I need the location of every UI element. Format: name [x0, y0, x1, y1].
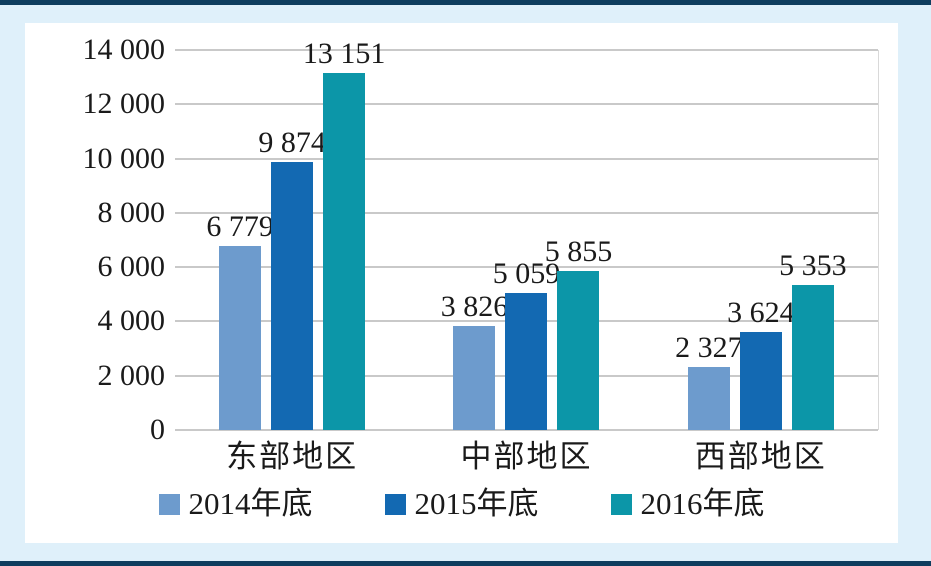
- legend-label: 2014年底: [188, 486, 313, 521]
- bar-value-label: 2 327: [675, 331, 743, 364]
- bar-value-label: 9 874: [258, 126, 326, 159]
- y-tick-label: 2 000: [97, 358, 166, 392]
- category-label: 东部地区: [226, 439, 359, 474]
- legend-swatch-icon: [384, 493, 406, 515]
- legend-label: 2015年底: [414, 486, 539, 521]
- legend-swatch-icon: [610, 493, 632, 515]
- gridline: [175, 266, 878, 269]
- y-tick-label: 12 000: [82, 87, 166, 121]
- legend-item: 2014年底: [158, 486, 313, 521]
- bar-group: 2 327 3 624 5 353: [644, 50, 878, 430]
- bar: 5 855: [545, 236, 612, 430]
- y-tick-label: 0: [150, 413, 165, 446]
- y-tick-label: 14 000: [82, 33, 166, 66]
- bar: 9 874: [258, 127, 326, 430]
- bar: 5 353: [779, 250, 847, 430]
- y-axis: 0 2 000 4 000 6 000 8 000 10 000 12 000 14 000: [25, 34, 166, 446]
- bottom-border-rule: [0, 561, 931, 566]
- category-label: 中部地区: [460, 439, 593, 474]
- gridline: [175, 157, 878, 160]
- bar-value-label: 6 779: [206, 210, 274, 243]
- legend: 2014年底 2015年底 2016年底: [25, 487, 898, 521]
- gridline: [175, 211, 878, 214]
- bar-value-label: 13 151: [302, 37, 386, 70]
- bar: 2 327: [675, 332, 743, 430]
- bar: 3 624: [727, 297, 795, 430]
- gridline: [175, 103, 878, 106]
- plot-area: 6 779 9 874 13 151 3 826 5 059 5 855 2 327 3 62…: [175, 38, 879, 431]
- legend-item: 2016年底: [610, 486, 765, 521]
- bar-value-label: 3 624: [727, 296, 795, 329]
- legend-item: 2015年底: [384, 486, 539, 521]
- bar-value-label: 5 353: [779, 249, 847, 282]
- y-tick-label: 6 000: [97, 250, 166, 284]
- legend-swatch-icon: [158, 493, 180, 515]
- bar-value-label: 5 059: [492, 257, 561, 290]
- gridline: [175, 429, 878, 431]
- x-axis-labels: 东部地区 中部地区 西部地区: [175, 439, 878, 475]
- legend-label: 2016年底: [640, 486, 765, 521]
- bar: 6 779: [206, 211, 274, 430]
- category-label: 西部地区: [694, 439, 827, 474]
- y-tick-label: 8 000: [97, 195, 166, 229]
- bar-group: 3 826 5 059 5 855: [409, 50, 643, 430]
- gridline: [175, 49, 878, 51]
- bar-value-label: 5 855: [544, 235, 613, 268]
- y-tick-label: 10 000: [82, 141, 166, 175]
- bar-value-label: 3 826: [440, 290, 509, 323]
- y-tick-label: 4 000: [97, 304, 166, 338]
- bar: 5 059: [493, 258, 560, 430]
- top-border-rule: [0, 0, 931, 5]
- bar: 3 826: [441, 291, 508, 430]
- bar: 13 151: [303, 38, 385, 430]
- bar-group: 6 779 9 874 13 151: [175, 38, 409, 430]
